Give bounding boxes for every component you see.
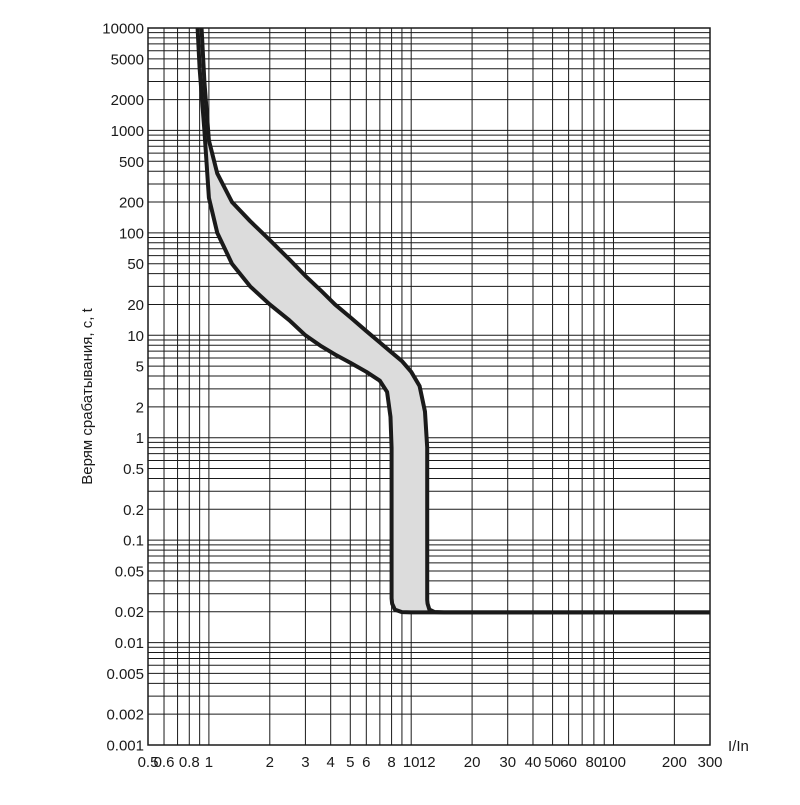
- plot-frame: [147, 27, 711, 746]
- y-tick-label: 0.1: [123, 533, 144, 550]
- curve-layer: [195, 28, 710, 615]
- x-tick-label: 80: [586, 754, 603, 771]
- tolerance-band: [197, 28, 710, 613]
- x-tick-label: 0.5: [138, 754, 159, 771]
- y-tick-label: 10: [127, 328, 144, 345]
- x-tick-label: 2: [266, 754, 274, 771]
- x-tick-label: 8: [387, 754, 395, 771]
- x-tick-label: 200: [662, 754, 687, 771]
- y-tick-label: 2000: [111, 92, 144, 109]
- y-tick-label: 20: [127, 297, 144, 314]
- x-tick-label: 60: [560, 754, 577, 771]
- y-tick-label: 0.02: [115, 604, 144, 621]
- x-tick-label: 300: [697, 754, 722, 771]
- y-axis-label: Верям срабатывания, с, t: [79, 307, 96, 484]
- x-tick-label: 20: [464, 754, 481, 771]
- x-tick-label: 12: [419, 754, 436, 771]
- y-tick-label: 0.005: [106, 666, 144, 683]
- x-tick-label: 0.6: [154, 754, 175, 771]
- y-tick-label: 500: [119, 154, 144, 171]
- x-tick-label: 6: [362, 754, 370, 771]
- y-tick-labels: 0.001 0.002 0.005 0.01 0.02 0.05 0.1 0.2 0.5 1 2 5 1…: [102, 21, 144, 755]
- x-tick-label: 40: [525, 754, 542, 771]
- x-tick-label: 50: [544, 754, 561, 771]
- x-tick-label: 3: [301, 754, 309, 771]
- x-tick-label: 100: [601, 754, 626, 771]
- x-tick-label: 30: [499, 754, 516, 771]
- x-tick-label: 0.8: [179, 754, 200, 771]
- y-tick-label: 0.01: [115, 635, 144, 652]
- y-tick-label: 0.05: [115, 563, 144, 580]
- x-tick-label: 10: [403, 754, 420, 771]
- upper-trip-curve: [199, 28, 710, 615]
- x-tick-label: 5: [346, 754, 354, 771]
- x-axis-label: I/In: [728, 738, 749, 755]
- x-tick-label: 1: [205, 754, 213, 771]
- y-tick-label: 100: [119, 225, 144, 242]
- y-tick-label: 0.5: [123, 461, 144, 478]
- y-tick-label: 5: [136, 359, 144, 376]
- band-layer: [197, 28, 710, 613]
- y-tick-label: 1: [136, 430, 144, 447]
- lower-trip-curve: [195, 28, 710, 615]
- y-tick-label: 1000: [111, 123, 144, 140]
- y-tick-label: 0.001: [106, 738, 144, 755]
- y-tick-label: 5000: [111, 51, 144, 68]
- x-tick-label: 4: [327, 754, 335, 771]
- y-tick-label: 50: [127, 256, 144, 273]
- y-tick-label: 10000: [102, 21, 144, 38]
- y-tick-label: 0.002: [106, 707, 144, 724]
- grid-layer: [147, 27, 711, 746]
- y-tick-label: 200: [119, 195, 144, 212]
- y-tick-label: 2: [136, 399, 144, 416]
- y-tick-label: 0.2: [123, 502, 144, 519]
